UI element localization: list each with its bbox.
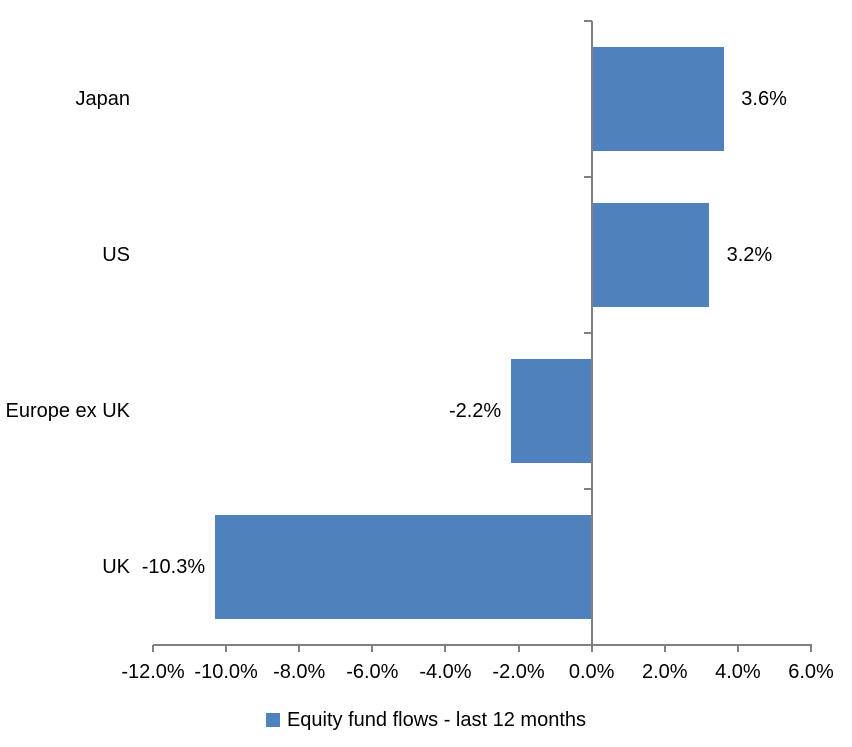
category-tick-mark [584, 20, 592, 22]
x-tick-label: -12.0% [121, 661, 185, 683]
bar-data-label: -2.2% [448, 400, 502, 422]
bar-europe-ex-uk [511, 359, 591, 463]
x-tick-mark [810, 645, 812, 652]
bar-data-label: 3.2% [726, 244, 773, 266]
category-label: Japan [75, 88, 131, 110]
category-label: Europe ex UK [5, 400, 130, 422]
x-tick-label: 0.0% [568, 661, 615, 683]
bar-us [593, 203, 709, 307]
x-tick-label: -10.0% [194, 661, 258, 683]
x-tick-label: -2.0% [492, 661, 545, 683]
bar-data-label: -10.3% [141, 556, 206, 578]
category-tick-mark [584, 176, 592, 178]
category-tick-mark [584, 332, 592, 334]
bar-uk [215, 515, 591, 619]
legend: Equity fund flows - last 12 months [0, 709, 852, 731]
x-tick-mark [225, 645, 228, 652]
zero-axis-line [591, 21, 593, 645]
x-tick-mark [736, 645, 739, 652]
legend-label: Equity fund flows - last 12 months [286, 709, 587, 731]
legend-marker-icon [265, 713, 280, 727]
x-tick-label: -8.0% [273, 661, 326, 683]
bar-data-label: 3.6% [741, 88, 787, 110]
x-tick-mark [298, 645, 301, 652]
x-tick-mark [152, 645, 154, 652]
x-tick-label: 2.0% [641, 661, 688, 683]
x-tick-label: -6.0% [346, 661, 399, 683]
x-tick-mark [517, 645, 520, 652]
x-tick-mark [371, 645, 374, 652]
category-tick-mark [584, 644, 592, 646]
category-label: UK [102, 556, 130, 578]
bar-japan [593, 47, 724, 151]
value-axis-line [153, 644, 812, 646]
x-tick-mark [663, 645, 666, 652]
x-tick-label: -4.0% [419, 661, 472, 683]
category-label: US [102, 244, 130, 266]
category-tick-mark [584, 488, 592, 490]
x-tick-mark [590, 645, 593, 652]
x-tick-mark [444, 645, 447, 652]
x-tick-label: 4.0% [715, 661, 761, 683]
x-tick-label: 6.0% [788, 661, 834, 683]
